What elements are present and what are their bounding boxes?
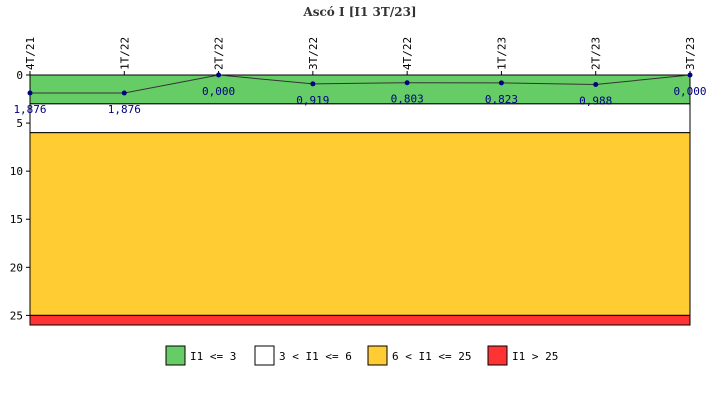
x-tick-label: 4T/22 bbox=[401, 37, 414, 70]
data-label: 1,876 bbox=[13, 103, 46, 116]
data-point bbox=[216, 72, 222, 78]
data-label: 0,988 bbox=[579, 95, 612, 108]
series-polyline bbox=[30, 74, 691, 94]
series-line bbox=[30, 74, 691, 94]
data-point bbox=[121, 90, 127, 96]
legend-label-0: I1 <= 3 bbox=[190, 350, 236, 363]
data-labels: 1,876 1,876 0,000 0,919 0,803 0,823 0,988 0,000 bbox=[13, 85, 706, 116]
data-point bbox=[687, 72, 693, 78]
axes bbox=[26, 71, 691, 325]
data-points bbox=[27, 72, 693, 96]
band-0 bbox=[29, 74, 691, 105]
legend-swatch-3 bbox=[487, 345, 508, 366]
legend-swatch-2 bbox=[367, 345, 388, 366]
x-tick-label: 1T/23 bbox=[495, 37, 508, 70]
data-label: 1,876 bbox=[108, 103, 141, 116]
y-tick-labels: 0 5 10 15 20 25 bbox=[10, 69, 23, 322]
legend-label-3: I1 > 25 bbox=[512, 350, 558, 363]
y-tick-label: 15 bbox=[10, 213, 23, 226]
x-tick-label: 4T/21 bbox=[24, 37, 37, 70]
y-tick-label: 0 bbox=[16, 69, 23, 82]
band-2 bbox=[29, 132, 691, 316]
chart-title: Ascó I [I1 3T/23] bbox=[302, 5, 416, 19]
data-label: 0,803 bbox=[391, 93, 424, 106]
data-label: 0,000 bbox=[673, 85, 706, 98]
y-tick-label: 5 bbox=[16, 117, 23, 130]
data-point bbox=[404, 80, 410, 86]
x-tick-label: 3T/23 bbox=[684, 37, 697, 70]
data-label: 0,000 bbox=[202, 85, 235, 98]
data-point bbox=[498, 80, 504, 86]
data-point bbox=[310, 81, 316, 87]
band-3 bbox=[29, 314, 691, 326]
threshold-bands bbox=[29, 74, 691, 326]
data-label: 0,919 bbox=[296, 94, 329, 107]
band-1 bbox=[29, 103, 691, 134]
data-point bbox=[593, 82, 599, 87]
legend-label-2: 6 < I1 <= 25 bbox=[392, 350, 471, 363]
legend: I1 <= 3 3 < I1 <= 6 6 < I1 <= 25 I1 > 25 bbox=[165, 345, 558, 366]
y-tick-label: 25 bbox=[10, 309, 23, 322]
y-tick-label: 20 bbox=[10, 261, 23, 274]
data-point bbox=[27, 90, 33, 96]
x-tick-labels: 4T/21 1T/22 2T/22 3T/22 4T/22 1T/23 2T/23 3T/23 bbox=[24, 37, 697, 70]
x-tick-label: 1T/22 bbox=[118, 37, 131, 70]
legend-swatch-0 bbox=[165, 345, 186, 366]
x-tick-label: 3T/22 bbox=[307, 37, 320, 70]
legend-swatch-1 bbox=[254, 345, 275, 366]
y-tick-label: 10 bbox=[10, 165, 23, 178]
legend-label-1: 3 < I1 <= 6 bbox=[279, 350, 352, 363]
x-tick-label: 2T/23 bbox=[590, 37, 603, 70]
x-tick-label: 2T/22 bbox=[213, 37, 226, 70]
data-label: 0,823 bbox=[485, 93, 518, 106]
